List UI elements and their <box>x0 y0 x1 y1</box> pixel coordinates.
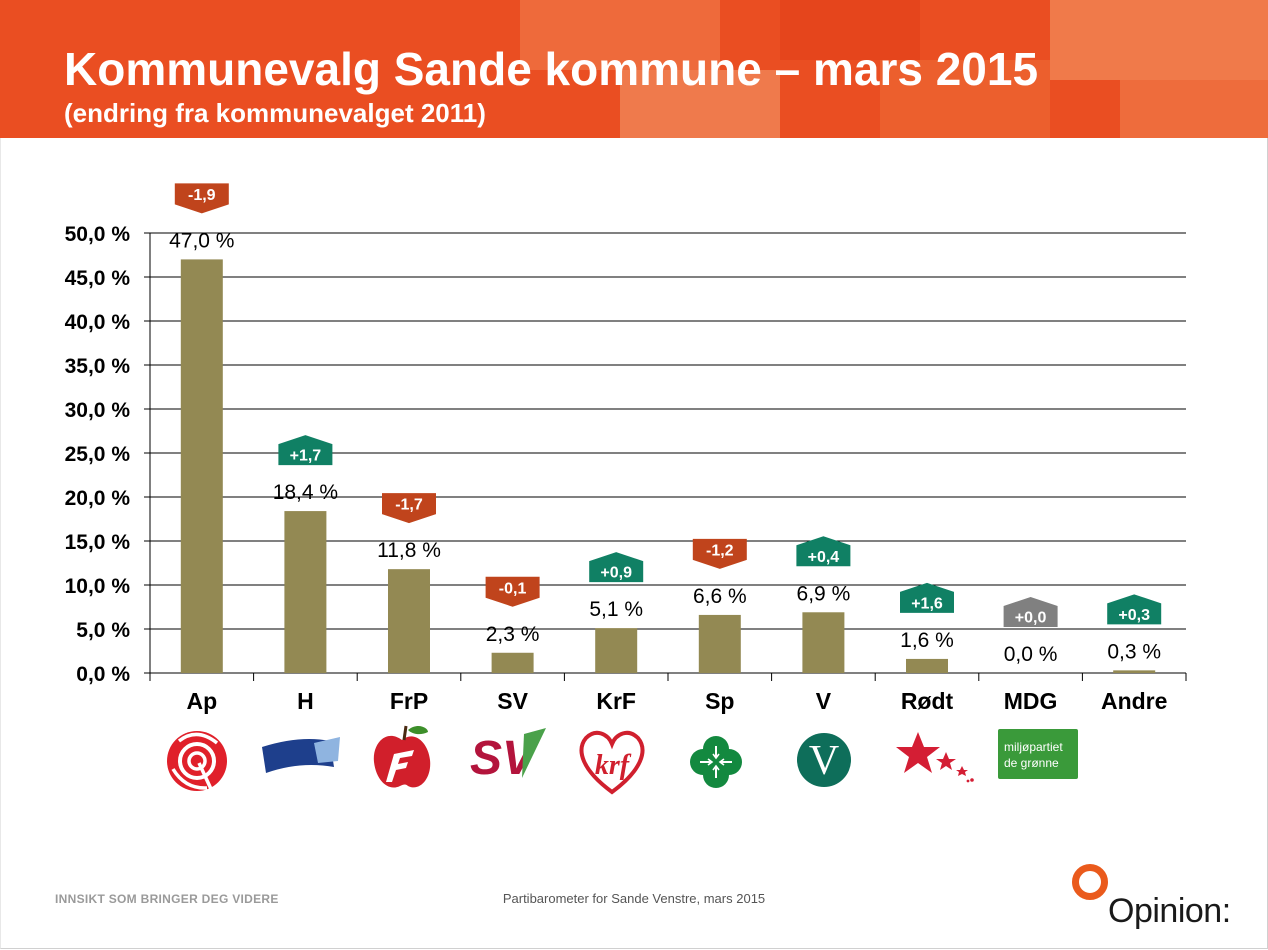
svg-text:miljøpartiet: miljøpartiet <box>1004 740 1063 754</box>
value-label: 2,3 % <box>486 623 540 646</box>
header-tile <box>1050 0 1268 80</box>
y-tick-label: 5,0 % <box>76 619 130 642</box>
change-label: +1,6 <box>911 595 943 612</box>
mdg-logo-icon: miljøpartiet de grønne <box>998 729 1078 779</box>
y-tick-label: 50,0 % <box>65 223 131 246</box>
x-category-label: MDG <box>1004 688 1058 714</box>
y-tick-label: 45,0 % <box>65 267 131 290</box>
y-tick-label: 15,0 % <box>65 531 131 554</box>
y-tick-label: 10,0 % <box>65 575 131 598</box>
krf-logo-icon: krf <box>579 730 645 795</box>
bar <box>388 569 430 673</box>
bar <box>284 511 327 673</box>
change-badge <box>485 576 540 607</box>
value-label: 0,0 % <box>1004 643 1058 666</box>
change-badge <box>278 435 333 466</box>
footer-tagline: INNSIKT SOM BRINGER DEG VIDERE <box>55 892 279 906</box>
opinion-logo: Opinion: <box>1068 862 1231 932</box>
x-category-label: KrF <box>596 688 636 714</box>
bar <box>906 658 948 673</box>
value-label: 6,6 % <box>693 585 747 608</box>
y-tick-label: 35,0 % <box>65 355 131 378</box>
y-tick-label: 25,0 % <box>65 443 131 466</box>
x-category-label: H <box>297 688 314 714</box>
change-label: -1,2 <box>706 542 734 559</box>
header-tile <box>780 0 920 60</box>
header-banner: Kommunevalg Sande kommune – mars 2015 (e… <box>0 0 1268 138</box>
bar <box>491 652 534 673</box>
bar <box>1113 670 1156 673</box>
svg-text:krf: krf <box>595 750 632 781</box>
value-label: 47,0 % <box>169 229 234 252</box>
y-tick-label: 30,0 % <box>65 399 131 422</box>
svg-text:V: V <box>809 738 839 784</box>
change-label: +0,9 <box>600 565 632 582</box>
change-badge <box>382 493 436 524</box>
y-tick-label: 0,0 % <box>76 663 130 686</box>
sp-clover-icon <box>690 736 742 788</box>
x-category-label: FrP <box>390 688 428 714</box>
rodt-star-icon <box>896 732 974 783</box>
change-badge <box>174 183 229 214</box>
change-label: -0,1 <box>499 580 527 597</box>
change-badge <box>589 552 644 583</box>
change-label: +0,4 <box>808 549 840 566</box>
value-label: 6,9 % <box>797 582 851 605</box>
sv-logo-icon: SV <box>470 728 546 785</box>
value-label: 11,8 % <box>377 539 441 562</box>
x-category-label: Ap <box>186 688 217 714</box>
ap-rose-icon <box>167 731 227 791</box>
change-label: +1,7 <box>290 448 322 465</box>
y-tick-label: 40,0 % <box>65 311 131 334</box>
page-title: Kommunevalg Sande kommune – mars 2015 <box>64 43 1039 95</box>
bar <box>180 259 223 673</box>
x-category-label: Rødt <box>901 688 954 714</box>
bar <box>802 612 845 673</box>
x-category-label: SV <box>497 688 528 714</box>
header-tile <box>880 60 1050 138</box>
opinion-wordmark: Opinion: <box>1108 892 1231 930</box>
value-label: 1,6 % <box>900 629 954 652</box>
header-tile <box>1120 80 1268 138</box>
v-logo-icon: V <box>797 733 851 787</box>
page-subtitle: (endring fra kommunevalget 2011) <box>64 98 486 128</box>
bar <box>698 614 741 673</box>
change-badge <box>692 538 747 569</box>
value-label: 0,3 % <box>1107 640 1161 663</box>
change-badge <box>900 582 954 613</box>
svg-text:de grønne: de grønne <box>1004 756 1059 770</box>
frp-apple-icon <box>373 725 431 788</box>
change-label: -1,7 <box>395 497 423 514</box>
bar <box>595 628 638 673</box>
value-label: 18,4 % <box>273 481 338 504</box>
change-badge <box>1003 597 1058 627</box>
x-category-label: Sp <box>705 688 734 714</box>
h-flag-icon <box>262 737 340 773</box>
change-label: +0,3 <box>1118 607 1150 624</box>
footer-source: Partibarometer for Sande Venstre, mars 2… <box>502 891 766 906</box>
header-tile <box>620 70 780 138</box>
opinion-ring-icon <box>1072 864 1108 900</box>
change-badge <box>1107 594 1162 625</box>
change-label: -1,9 <box>188 187 216 204</box>
change-label: +0,0 <box>1015 610 1047 627</box>
header-tile <box>520 0 720 70</box>
change-badge <box>796 536 851 567</box>
x-category-label: V <box>816 688 832 714</box>
x-category-label: Andre <box>1101 688 1167 714</box>
y-tick-label: 20,0 % <box>65 487 131 510</box>
value-label: 5,1 % <box>589 598 643 621</box>
